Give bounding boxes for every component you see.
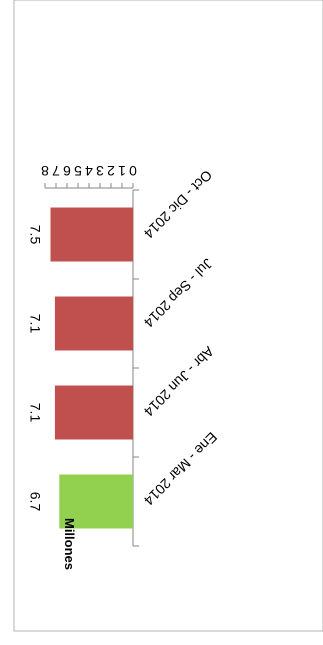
data-label: 7.5 [27,225,43,245]
value-tick-label: 7 [52,163,60,179]
value-tick-label: 0 [129,163,137,179]
bar [59,474,133,529]
data-label: 7.1 [27,314,43,334]
data-label: 7.1 [27,403,43,423]
value-tick-label: 4 [85,163,93,179]
value-tick-label: 6 [63,163,71,179]
x-axis-title: Millones [62,518,77,570]
value-tick-label: 5 [74,163,82,179]
bar [50,207,133,262]
value-tick-label: 1 [118,163,126,179]
value-tick-label: 8 [41,163,49,179]
value-tick-label: 2 [107,163,115,179]
data-label: 6.7 [27,492,43,512]
bar [54,296,133,351]
bar [54,385,133,440]
value-tick-label: 3 [96,163,104,179]
